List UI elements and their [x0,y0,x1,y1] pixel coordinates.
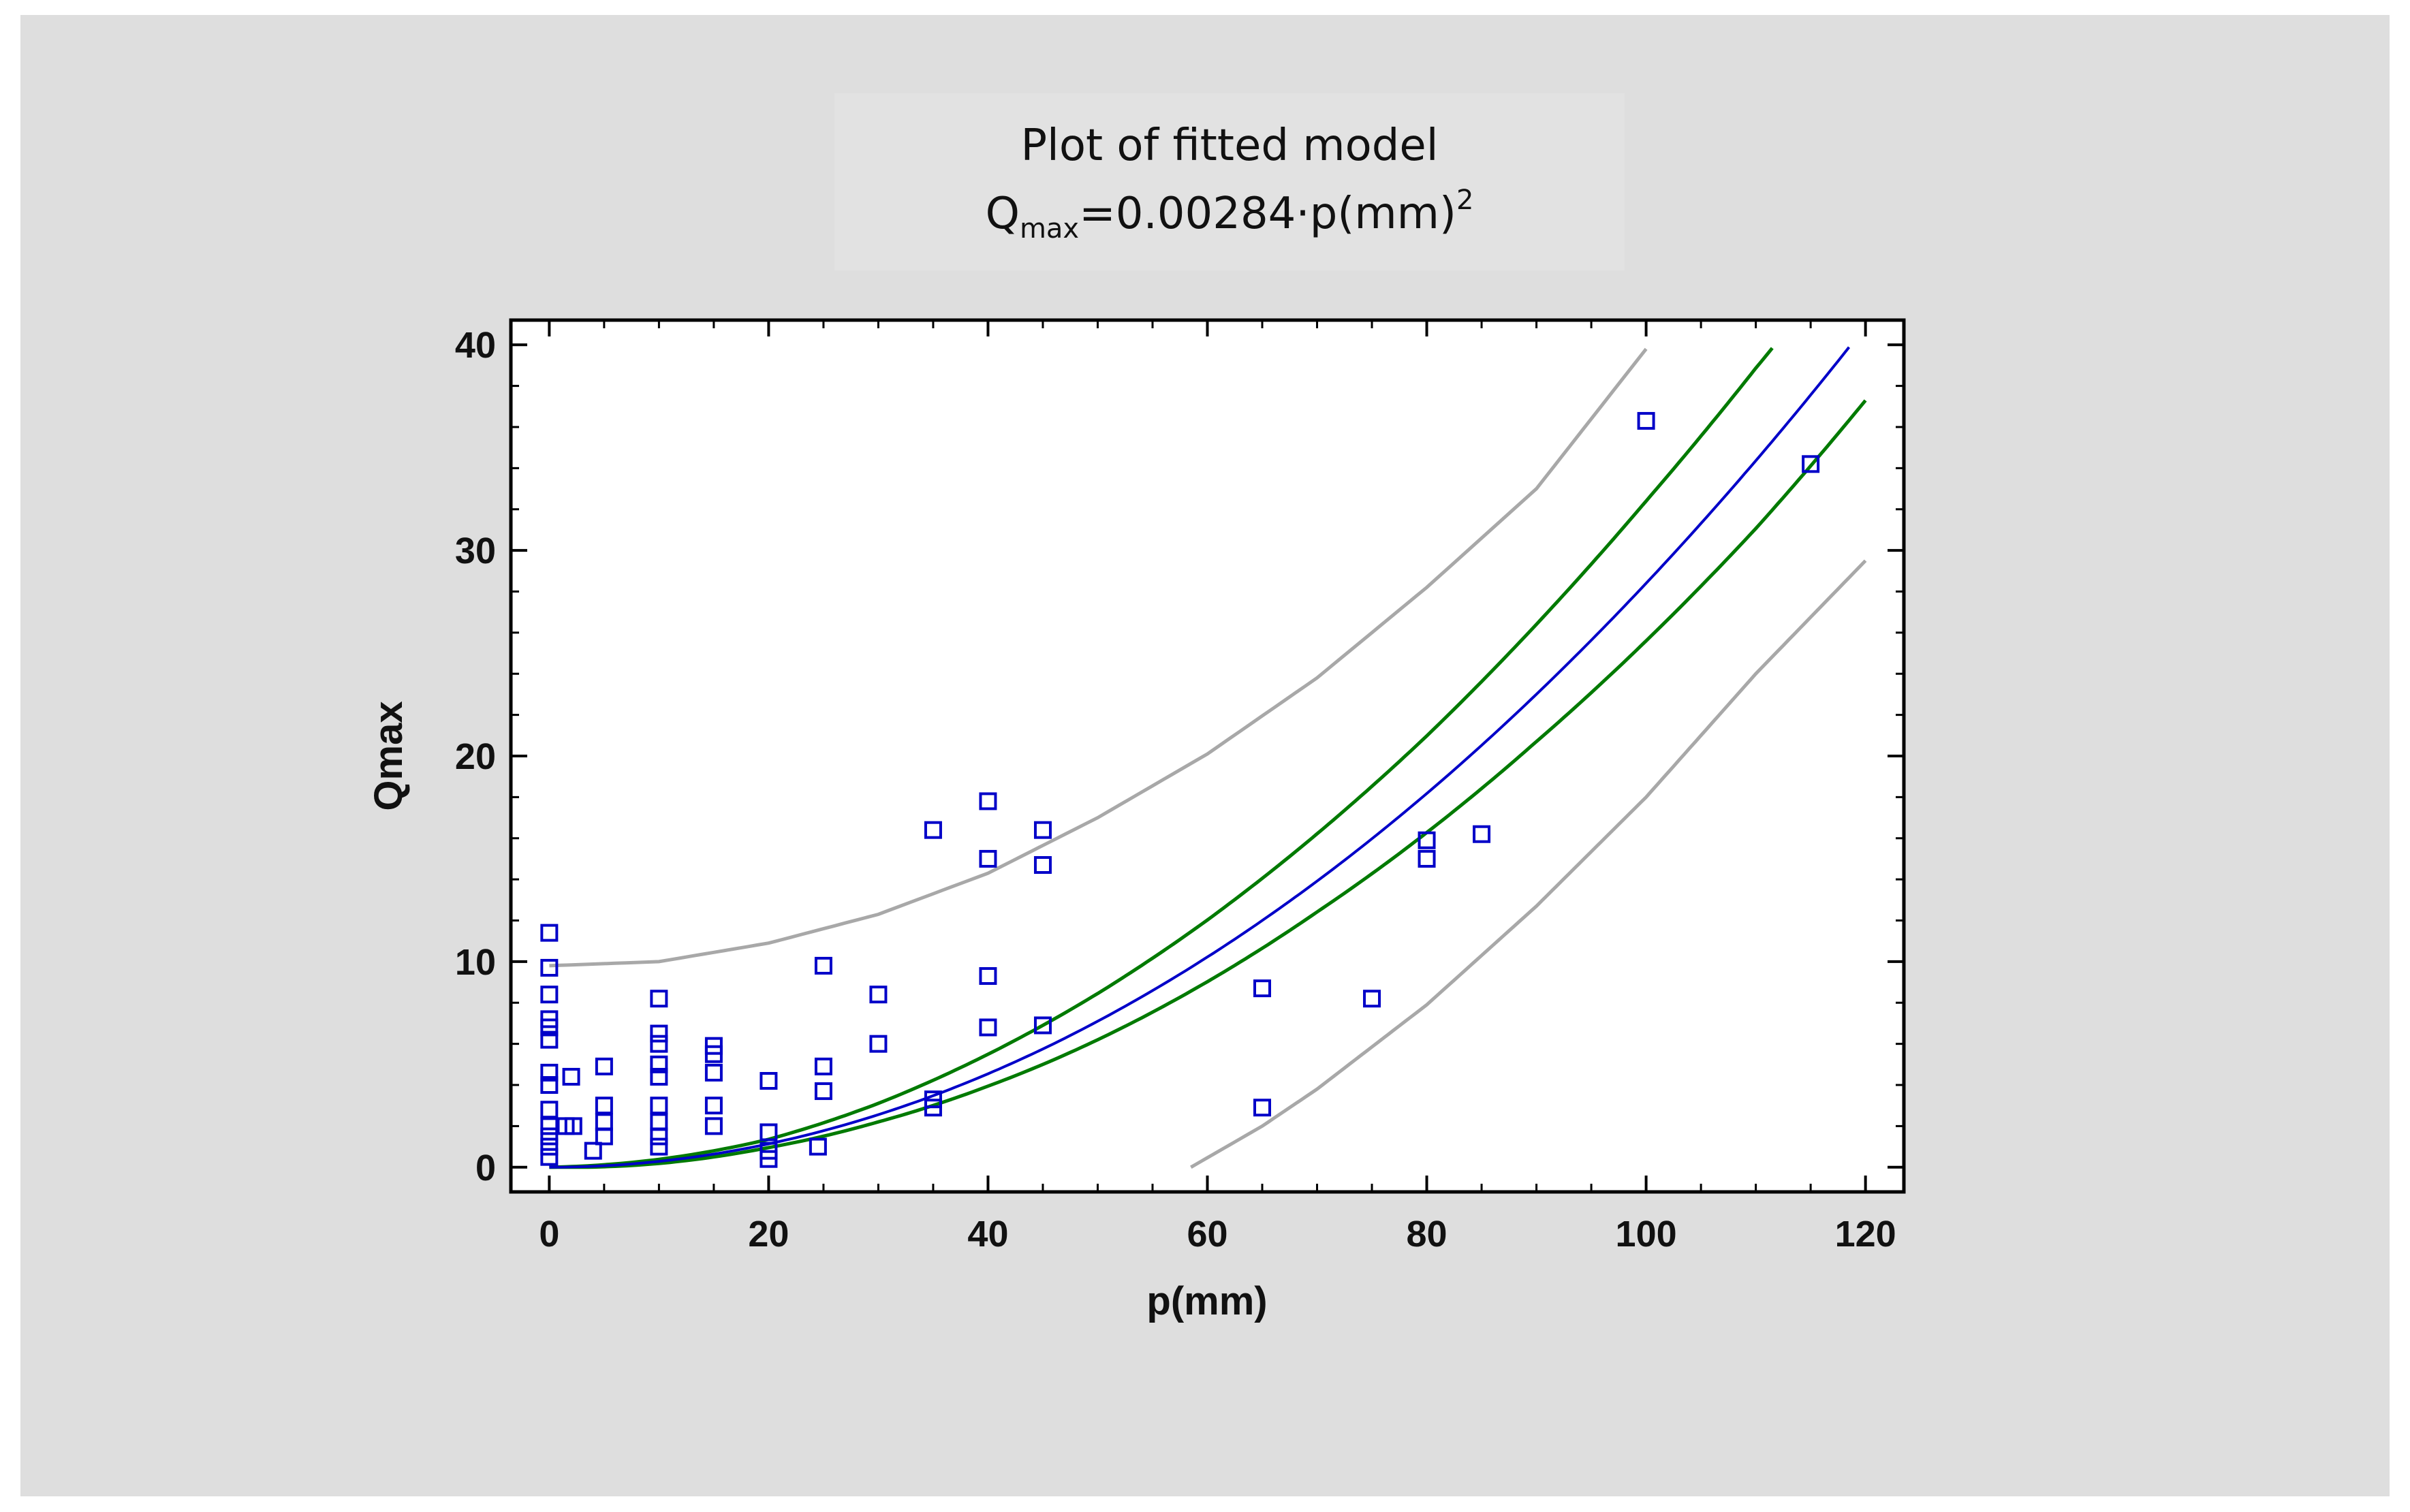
data-point [1473,825,1491,843]
curve-layer [549,346,1867,1169]
data-point [595,1057,613,1075]
subtitle-subscript: max [1019,213,1080,245]
x-tick-label: 120 [1835,1214,1896,1255]
data-point [540,958,559,977]
data-point [650,1035,668,1053]
data-point [1418,849,1436,868]
data-point [979,792,997,810]
data-point [704,1037,723,1055]
data-point [540,1127,559,1146]
data-point [650,1024,668,1043]
y-tick-label: 30 [455,531,496,571]
x-tick-label: 100 [1616,1214,1677,1255]
title-box: Plot of fitted model Qmax=0.00284·p(mm)2 [834,93,1625,270]
data-point [1363,990,1381,1008]
data-point [1418,831,1436,849]
axis-ticks: 0 20 40 60 80 100 120 0 10 20 30 40 [455,320,1904,1255]
data-point [540,1010,559,1028]
data-point [540,1063,559,1082]
data-point [1033,821,1052,839]
y-tick-label: 10 [455,942,496,983]
data-point [540,924,559,942]
confidence-lower-line [549,399,1867,1169]
data-point [540,1117,559,1135]
data-point [924,1090,942,1109]
confidence-upper-line [549,347,1774,1169]
scatter-points [540,411,1820,1168]
data-point [1253,979,1272,998]
prediction-upper-line [549,347,1648,968]
y-tick-label: 20 [455,736,496,777]
data-point [564,1117,582,1135]
data-point [540,1101,559,1119]
data-point [814,956,832,975]
chart-title: Plot of fitted model [1020,121,1439,171]
data-point [979,1018,997,1037]
data-point [650,1113,668,1131]
data-point [704,1097,723,1115]
data-point [540,1030,559,1049]
subtitle-prefix: Q [985,189,1020,239]
data-point [979,967,997,986]
data-point [1253,1099,1272,1117]
chart-subtitle: Qmax=0.00284·p(mm)2 [834,187,1625,242]
data-point [650,990,668,1008]
data-point [540,986,559,1004]
x-tick-label: 20 [748,1214,789,1255]
subtitle-formula: =0.00284·p(mm) [1079,189,1456,239]
data-point [704,1117,723,1135]
y-tick-label: 40 [455,325,496,366]
data-point [1802,455,1820,473]
plot-area [511,320,1904,1192]
data-point [869,1035,888,1053]
y-tick-label: 0 [475,1148,496,1188]
data-point [595,1097,613,1115]
data-point [650,1137,668,1156]
x-tick-label: 0 [539,1214,559,1255]
x-tick-label: 80 [1407,1214,1447,1255]
data-point [869,986,888,1004]
data-point [1033,856,1052,874]
prediction-lower-line [1190,559,1867,1169]
data-point [540,1148,559,1166]
subtitle-superscript: 2 [1456,185,1474,216]
data-point [814,1057,832,1075]
data-point [979,849,997,868]
data-point [760,1123,778,1141]
data-point [540,1076,559,1094]
data-point [760,1071,778,1090]
data-point [650,1097,668,1115]
data-point [704,1063,723,1082]
data-point [760,1141,778,1160]
data-point [595,1113,613,1131]
data-point [924,821,942,839]
data-point [650,1067,668,1086]
data-point [650,1055,668,1073]
data-point [562,1067,580,1086]
data-point [809,1137,827,1156]
data-point [540,1137,559,1156]
x-tick-label: 40 [967,1214,1008,1255]
y-axis-label: Qmax [366,701,411,810]
data-point [1033,1016,1052,1035]
data-point [814,1082,832,1101]
x-tick-label: 60 [1187,1214,1227,1255]
data-point [584,1141,602,1160]
x-axis-label: p(mm) [1146,1279,1267,1323]
data-point [1637,411,1655,430]
